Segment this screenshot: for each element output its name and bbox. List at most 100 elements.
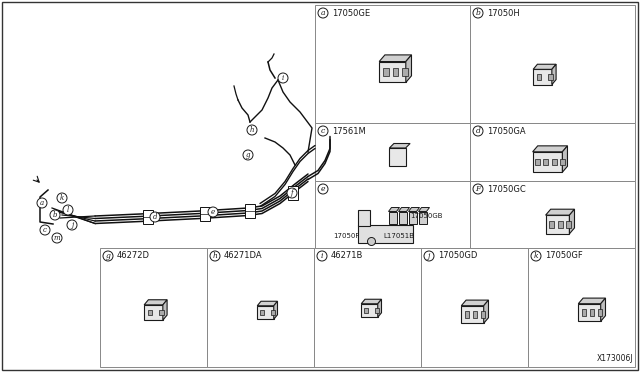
Text: 17050GD: 17050GD bbox=[438, 251, 477, 260]
Bar bbox=[314, 248, 421, 367]
Bar bbox=[481, 311, 485, 318]
Text: e: e bbox=[321, 185, 325, 193]
Text: l: l bbox=[67, 206, 69, 214]
Text: i: i bbox=[282, 74, 284, 82]
Bar bbox=[549, 221, 554, 228]
Bar bbox=[408, 212, 417, 224]
Text: F: F bbox=[476, 185, 481, 193]
Circle shape bbox=[424, 251, 434, 261]
Bar bbox=[358, 224, 413, 243]
Polygon shape bbox=[484, 300, 488, 323]
Circle shape bbox=[210, 251, 220, 261]
Bar bbox=[552, 158, 557, 166]
Polygon shape bbox=[570, 209, 575, 234]
Polygon shape bbox=[144, 300, 167, 305]
Text: g: g bbox=[106, 252, 111, 260]
Bar bbox=[315, 5, 470, 123]
Text: g: g bbox=[246, 151, 250, 159]
Polygon shape bbox=[419, 208, 429, 212]
Bar bbox=[207, 248, 314, 367]
Bar bbox=[315, 123, 470, 181]
Circle shape bbox=[52, 233, 62, 243]
Polygon shape bbox=[163, 300, 167, 320]
Bar bbox=[388, 212, 397, 224]
Text: 17561M: 17561M bbox=[332, 126, 365, 135]
Polygon shape bbox=[579, 298, 605, 304]
Text: d: d bbox=[476, 127, 481, 135]
Polygon shape bbox=[388, 208, 399, 212]
Text: a: a bbox=[40, 199, 44, 207]
Polygon shape bbox=[361, 299, 381, 304]
Bar bbox=[421, 248, 528, 367]
Bar bbox=[470, 5, 635, 123]
Text: c: c bbox=[321, 127, 325, 135]
Text: d: d bbox=[153, 213, 157, 221]
Bar bbox=[245, 204, 255, 218]
Bar bbox=[271, 310, 275, 315]
Polygon shape bbox=[399, 208, 410, 212]
Bar bbox=[582, 309, 586, 316]
Polygon shape bbox=[389, 144, 410, 148]
Text: h: h bbox=[212, 252, 218, 260]
Bar bbox=[470, 123, 635, 181]
Text: e: e bbox=[211, 208, 215, 216]
Bar bbox=[598, 309, 602, 316]
Circle shape bbox=[40, 225, 50, 235]
Bar bbox=[528, 248, 635, 367]
Circle shape bbox=[37, 198, 47, 208]
Circle shape bbox=[473, 8, 483, 18]
Bar bbox=[419, 212, 426, 224]
Text: 46271B: 46271B bbox=[331, 251, 364, 260]
Bar bbox=[402, 68, 408, 76]
Bar bbox=[589, 309, 595, 316]
Circle shape bbox=[531, 251, 541, 261]
Bar bbox=[288, 186, 298, 200]
Text: k: k bbox=[60, 194, 64, 202]
Text: k: k bbox=[534, 252, 538, 260]
Text: b: b bbox=[476, 9, 481, 17]
Bar bbox=[557, 221, 563, 228]
Bar bbox=[533, 69, 552, 85]
Polygon shape bbox=[552, 64, 556, 85]
Bar bbox=[392, 68, 398, 76]
Bar bbox=[364, 308, 368, 313]
Circle shape bbox=[318, 8, 328, 18]
Circle shape bbox=[67, 220, 77, 230]
Text: 46272D: 46272D bbox=[117, 251, 150, 260]
Polygon shape bbox=[406, 55, 412, 83]
Text: c: c bbox=[43, 226, 47, 234]
Bar bbox=[532, 152, 563, 172]
Bar bbox=[143, 210, 153, 224]
Bar bbox=[361, 304, 378, 317]
Circle shape bbox=[150, 212, 160, 222]
Text: f: f bbox=[291, 189, 293, 197]
Text: j: j bbox=[71, 221, 73, 229]
Text: 17050F: 17050F bbox=[333, 233, 360, 239]
Bar bbox=[470, 181, 635, 248]
Polygon shape bbox=[563, 146, 568, 172]
Circle shape bbox=[317, 251, 327, 261]
Text: 17050GE: 17050GE bbox=[332, 9, 370, 17]
Bar bbox=[200, 207, 210, 221]
Bar bbox=[548, 74, 553, 80]
Polygon shape bbox=[408, 208, 419, 212]
Circle shape bbox=[473, 184, 483, 194]
Bar bbox=[465, 311, 469, 318]
Text: a: a bbox=[321, 9, 325, 17]
Circle shape bbox=[318, 184, 328, 194]
Circle shape bbox=[50, 210, 60, 220]
Bar bbox=[472, 311, 477, 318]
Bar bbox=[375, 308, 378, 313]
Polygon shape bbox=[461, 300, 488, 306]
Polygon shape bbox=[533, 64, 556, 69]
Bar bbox=[545, 215, 570, 234]
Bar bbox=[389, 148, 406, 166]
Bar bbox=[315, 181, 470, 248]
Text: 17050GA: 17050GA bbox=[487, 126, 525, 135]
Polygon shape bbox=[545, 209, 575, 215]
Bar bbox=[566, 221, 571, 228]
Bar bbox=[461, 306, 484, 323]
Circle shape bbox=[367, 237, 376, 246]
Circle shape bbox=[63, 205, 73, 215]
Bar bbox=[100, 248, 207, 367]
